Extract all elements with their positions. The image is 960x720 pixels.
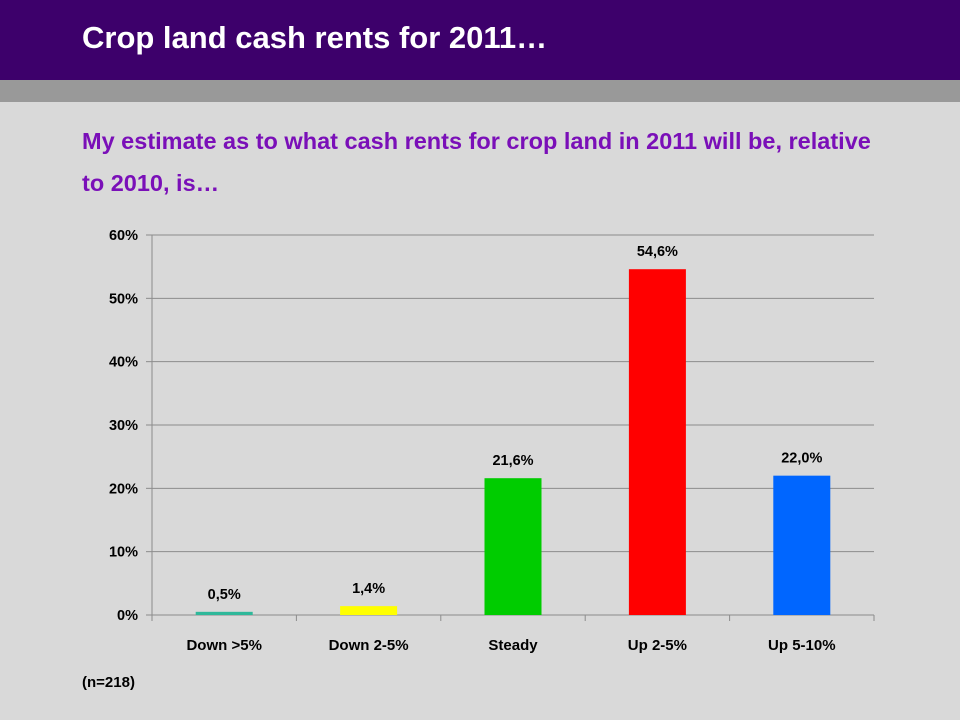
data-label: 54,6% — [637, 244, 678, 260]
divider-band — [0, 80, 960, 102]
sample-size-note: (n=218) — [82, 674, 135, 691]
bar — [195, 611, 253, 615]
x-tick-label: Up 2-5% — [628, 637, 687, 654]
y-tick-label: 40% — [109, 355, 138, 371]
bar — [484, 478, 542, 615]
y-tick-label: 60% — [109, 228, 138, 244]
title-bar: Crop land cash rents for 2011… — [0, 0, 960, 80]
x-tick-label: Down 2-5% — [329, 637, 409, 654]
data-label: 22,0% — [781, 451, 822, 467]
x-tick-label: Down >5% — [186, 637, 261, 654]
data-label: 21,6% — [492, 453, 533, 469]
y-tick-label: 50% — [109, 291, 138, 307]
axes: 0% 10% 20% 30% 40% 50% 60% — [109, 228, 875, 624]
bar — [628, 269, 686, 615]
x-tick-label: Up 5-10% — [768, 637, 836, 654]
y-tick-label: 30% — [109, 418, 138, 434]
labels: Down >5% 0,5% Down 2-5% 1,4% Steady 21,6% Up 2… — [186, 244, 835, 654]
y-tick-label: 10% — [109, 545, 138, 561]
y-tick-label: 0% — [117, 608, 138, 624]
chart-subtitle: My estimate as to what cash rents for cr… — [82, 128, 871, 196]
bar — [340, 606, 398, 615]
y-tick-label: 20% — [109, 481, 138, 497]
x-tick-label: Steady — [488, 637, 538, 654]
data-label: 0,5% — [208, 587, 241, 603]
grid-lines — [152, 234, 874, 553]
bar — [773, 475, 831, 615]
slide-title: Crop land cash rents for 2011… — [82, 20, 548, 55]
data-label: 1,4% — [352, 581, 385, 597]
bars — [195, 269, 831, 615]
